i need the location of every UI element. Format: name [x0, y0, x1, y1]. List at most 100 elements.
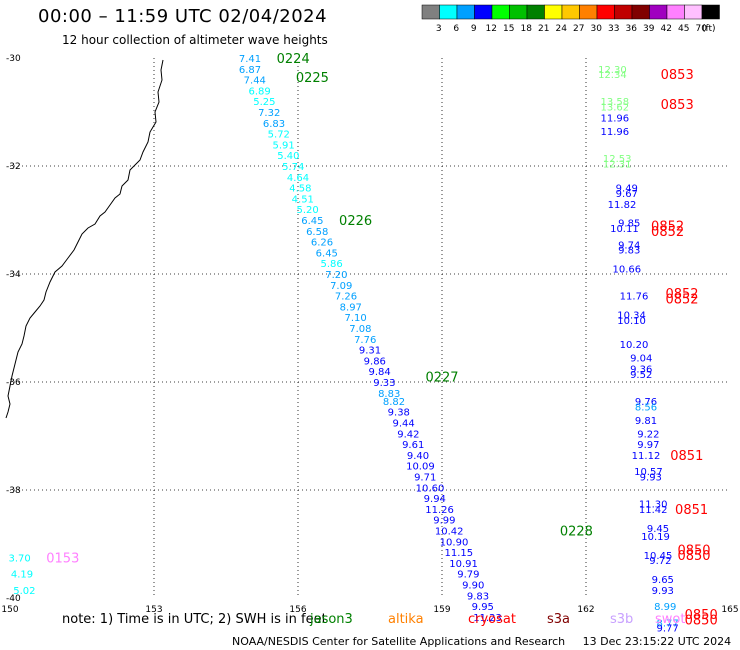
legend-swatch [544, 4, 563, 20]
wave-reading: 9.76 [635, 397, 657, 408]
wave-reading: 9.83 [467, 591, 489, 602]
wave-reading: 4.64 [287, 173, 309, 184]
wave-readings: 7.416.877.446.895.257.326.835.725.915.40… [8, 54, 678, 635]
wave-reading: 9.45 [647, 524, 669, 535]
pass-time-label: 0851 [675, 503, 708, 518]
pass-time-label: 0850 [677, 549, 710, 564]
wave-reading: 7.41 [239, 54, 261, 65]
legend-label: 3 [436, 24, 442, 34]
wave-reading: 9.33 [373, 378, 395, 389]
lon-label: 165 [721, 605, 738, 615]
legend-swatch [614, 4, 633, 20]
wave-reading: 7.76 [354, 335, 376, 346]
wave-reading: 4.19 [11, 570, 33, 581]
lon-label: 156 [289, 605, 306, 615]
pass-time-label: 0226 [339, 214, 372, 229]
lat-label: -36 [6, 378, 21, 388]
wave-reading: 10.10 [617, 316, 646, 327]
wave-reading: 11.96 [600, 127, 629, 138]
satellite-name-swot: swot [655, 612, 686, 627]
legend-label: 30 [591, 24, 603, 34]
satellite-name-s3b: s3b [610, 612, 634, 627]
wave-reading: 11.30 [639, 500, 668, 511]
wave-reading: 11.12 [632, 451, 661, 462]
wave-reading: 11.96 [600, 113, 629, 124]
legend-swatch [509, 4, 528, 20]
wave-reading: 9.81 [635, 416, 657, 427]
pass-time-label: 0851 [670, 449, 703, 464]
wave-reading: 5.20 [296, 205, 318, 216]
wave-reading: 7.10 [344, 313, 366, 324]
legend-label: 45 [678, 24, 689, 34]
legend-swatch [526, 4, 545, 20]
legend-label: 27 [573, 24, 584, 34]
pass-time-label: 0227 [425, 371, 458, 386]
wave-reading: 3.70 [8, 554, 30, 565]
wave-reading: 9.71 [414, 473, 436, 484]
wave-reading: 6.58 [306, 227, 328, 238]
legend-swatch [561, 4, 580, 20]
wave-reading: 8.56 [635, 402, 657, 413]
lat-label: -38 [6, 486, 21, 496]
wave-reading: 9.86 [364, 356, 386, 367]
legend-label: 36 [626, 24, 638, 34]
wave-reading: 9.38 [388, 408, 410, 419]
wave-reading: 9.79 [457, 570, 479, 581]
wave-reading: 5.74 [282, 162, 304, 173]
wave-reading: 9.22 [637, 429, 659, 440]
legend-label: 21 [538, 24, 549, 34]
legend-swatch [474, 4, 493, 20]
legend-label: 12 [486, 24, 497, 34]
wave-reading: 9.42 [397, 429, 419, 440]
wave-reading: 7.26 [335, 292, 357, 303]
legend-swatch [649, 4, 668, 20]
wave-reading: 4.51 [292, 194, 314, 205]
wave-reading: 12.53 [603, 154, 632, 165]
wave-reading: 10.42 [435, 527, 464, 538]
wave-reading: 7.32 [258, 108, 280, 119]
wave-reading: 10.34 [617, 311, 646, 322]
pass-time-label: 0224 [277, 52, 310, 67]
wave-reading: 9.44 [392, 419, 414, 430]
wave-reading: 10.66 [612, 265, 641, 276]
legend-swatch [439, 4, 458, 20]
wave-reading: 11.42 [639, 505, 668, 516]
wave-reading: 6.45 [301, 216, 323, 227]
wave-reading: 10.19 [641, 532, 670, 543]
wave-reading: 5.02 [13, 586, 35, 597]
legend-swatch [701, 4, 720, 20]
wave-reading: 10.11 [610, 224, 639, 235]
legend-label: 39 [643, 24, 655, 34]
wave-reading: 6.89 [248, 86, 270, 97]
wave-reading: 5.72 [268, 130, 290, 141]
legend-swatch [579, 4, 598, 20]
wave-reading: 9.83 [618, 246, 640, 257]
wave-reading: 6.45 [316, 248, 338, 259]
legend-swatch [421, 4, 440, 20]
pass-time-label: 0852 [651, 219, 684, 234]
pass-time-label: 0853 [661, 68, 694, 83]
legend-swatch [456, 4, 475, 20]
wave-reading: 10.60 [416, 483, 445, 494]
page-subtitle: 12 hour collection of altimeter wave hei… [62, 33, 328, 47]
footer-credit: NOAA/NESDIS Center for Satellite Applica… [232, 635, 732, 648]
wave-reading: 9.36 [630, 365, 652, 376]
coastline [5, 59, 164, 419]
wave-reading: 9.93 [640, 473, 662, 484]
legend-label: 42 [661, 24, 672, 34]
wave-reading: 4.58 [289, 184, 311, 195]
pass-time-label: 0225 [296, 71, 329, 86]
legend-label: 18 [521, 24, 533, 34]
color-legend: 3 6 9 12 15 18 21 24 27 30 33 36 39 42 45 70(ft) [421, 4, 720, 34]
lon-label: 153 [145, 605, 162, 615]
wave-reading: 12.31 [603, 159, 632, 170]
wave-reading: 12.34 [598, 70, 627, 81]
lat-label: -40 [6, 594, 21, 604]
wave-reading: 10.91 [449, 559, 478, 570]
wave-reading: 6.83 [263, 119, 285, 130]
wave-reading: 10.45 [644, 551, 673, 562]
wave-reading: 8.77 [656, 618, 678, 629]
legend-swatch [596, 4, 615, 20]
wave-reading: 9.61 [402, 440, 424, 451]
